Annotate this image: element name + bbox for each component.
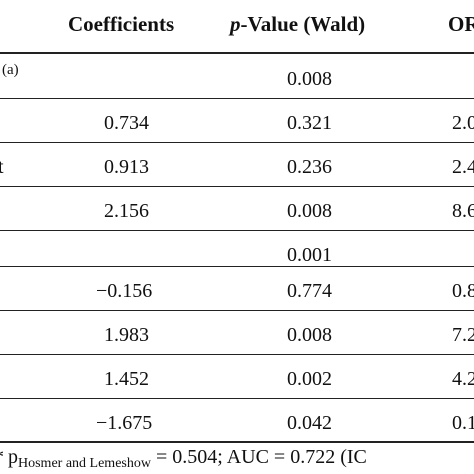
row-or: 0.85 <box>452 280 474 302</box>
row-or: 4.27 <box>452 368 474 390</box>
row-coefficient: 1.983 <box>104 324 149 346</box>
table-header: Coefficients p-Value (Wald) OR <box>0 0 474 52</box>
row-divider <box>0 230 474 231</box>
row-or: 7.26 <box>452 324 474 346</box>
row-divider <box>0 142 474 143</box>
row-divider <box>0 186 474 187</box>
row-divider <box>0 354 474 355</box>
row-or: 0.18 <box>452 412 474 434</box>
header-coefficients: Coefficients <box>68 12 175 36</box>
table-row: 2.156 0.008 8.63 <box>0 192 474 230</box>
row-label: (a) <box>2 62 19 78</box>
header-p-value: p-Value (Wald) <box>230 12 365 37</box>
header-rule <box>0 52 474 54</box>
table-row: (a) 0.008 <box>0 60 474 98</box>
table-bottom-rule <box>0 441 474 443</box>
footnote-symbol: * <box>0 446 4 469</box>
table-row: −1.675 0.042 0.18 <box>0 404 474 442</box>
row-p-value: 0.321 <box>287 112 332 134</box>
row-coefficient: 0.913 <box>104 156 149 178</box>
row-p-value: 0.042 <box>287 412 332 434</box>
row-divider <box>0 398 474 399</box>
footnote-rest: = 0.504; AUC = 0.722 (IC <box>150 446 367 468</box>
row-p-value: 0.236 <box>287 156 332 178</box>
row-p-value: 0.008 <box>287 200 332 222</box>
row-divider <box>0 266 474 267</box>
row-divider <box>0 310 474 311</box>
row-p-value: 0.774 <box>287 280 332 302</box>
row-or: 2.49 <box>452 156 474 178</box>
row-label: t <box>0 156 4 178</box>
table-footnote: * pHosmer and Lemeshow = 0.504; AUC = 0.… <box>0 446 474 474</box>
header-or: OR <box>448 12 474 36</box>
row-or: 2.08 <box>452 112 474 134</box>
row-or: 8.63 <box>452 200 474 222</box>
table-row: 0.001 <box>0 236 474 274</box>
row-coefficient: 2.156 <box>104 200 149 222</box>
footnote-subscript: Hosmer and Lemeshow <box>18 456 151 471</box>
header-p-value-text: -Value (Wald) <box>240 12 366 36</box>
header-p-symbol: p <box>230 12 241 36</box>
row-p-value: 0.002 <box>287 368 332 390</box>
row-coefficient: 0.734 <box>104 112 149 134</box>
table-row: −0.156 0.774 0.85 <box>0 272 474 310</box>
table-row: 1.452 0.002 4.27 <box>0 360 474 398</box>
footnote-text: pHosmer and Lemeshow = 0.504; AUC = 0.72… <box>8 446 367 471</box>
footnote-p: p <box>8 446 18 468</box>
row-p-value: 0.008 <box>287 324 332 346</box>
table-row: 1.983 0.008 7.26 <box>0 316 474 354</box>
row-coefficient: 1.452 <box>104 368 149 390</box>
row-divider <box>0 98 474 99</box>
row-p-value: 0.001 <box>287 244 332 266</box>
row-coefficient: −0.156 <box>96 280 153 302</box>
table-row: 0.734 0.321 2.08 <box>0 104 474 142</box>
row-coefficient: −1.675 <box>96 412 153 434</box>
table-row: t 0.913 0.236 2.49 <box>0 148 474 186</box>
row-p-value: 0.008 <box>287 68 332 90</box>
